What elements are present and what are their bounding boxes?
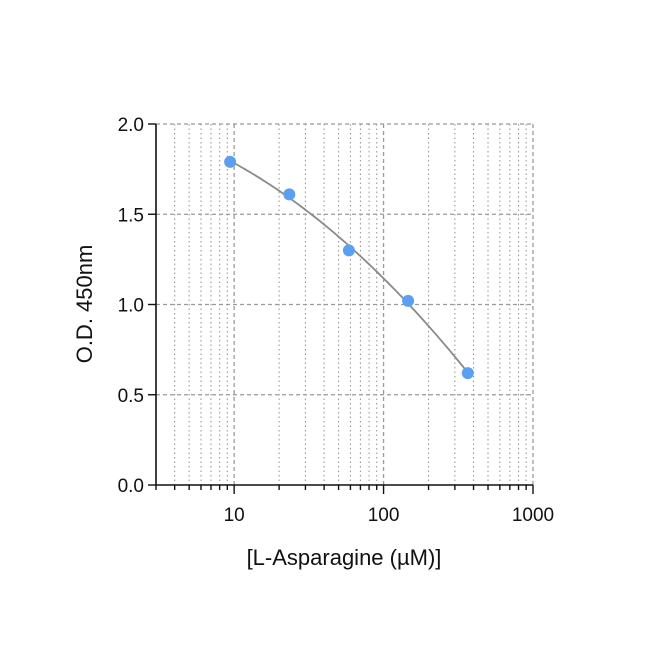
x-tick-label: 100	[368, 505, 400, 526]
y-tick-label: 0.0	[118, 476, 144, 497]
grid	[155, 123, 534, 485]
x-axis-title: [L-Asparagine (µM)]	[247, 545, 442, 570]
y-tick-label: 0.5	[118, 386, 144, 407]
y-tick-label: 1.5	[118, 205, 144, 226]
data-point	[342, 244, 355, 257]
x-tick-label: 1000	[512, 505, 554, 526]
fit-curve	[229, 160, 469, 374]
y-tick-label: 2.0	[118, 115, 144, 136]
data-points	[224, 155, 474, 380]
data-point	[224, 155, 237, 168]
data-point	[283, 188, 296, 201]
data-point	[461, 367, 474, 380]
fit-curve-group	[229, 160, 469, 374]
y-axis-title: O.D. 450nm	[72, 245, 97, 364]
y-tick-label: 1.0	[118, 296, 144, 317]
x-tick-label: 10	[224, 505, 245, 526]
data-point	[402, 294, 415, 307]
ticks: 0.0 0.5 1.0 1.5 2.0 10 100 1000	[118, 115, 555, 526]
